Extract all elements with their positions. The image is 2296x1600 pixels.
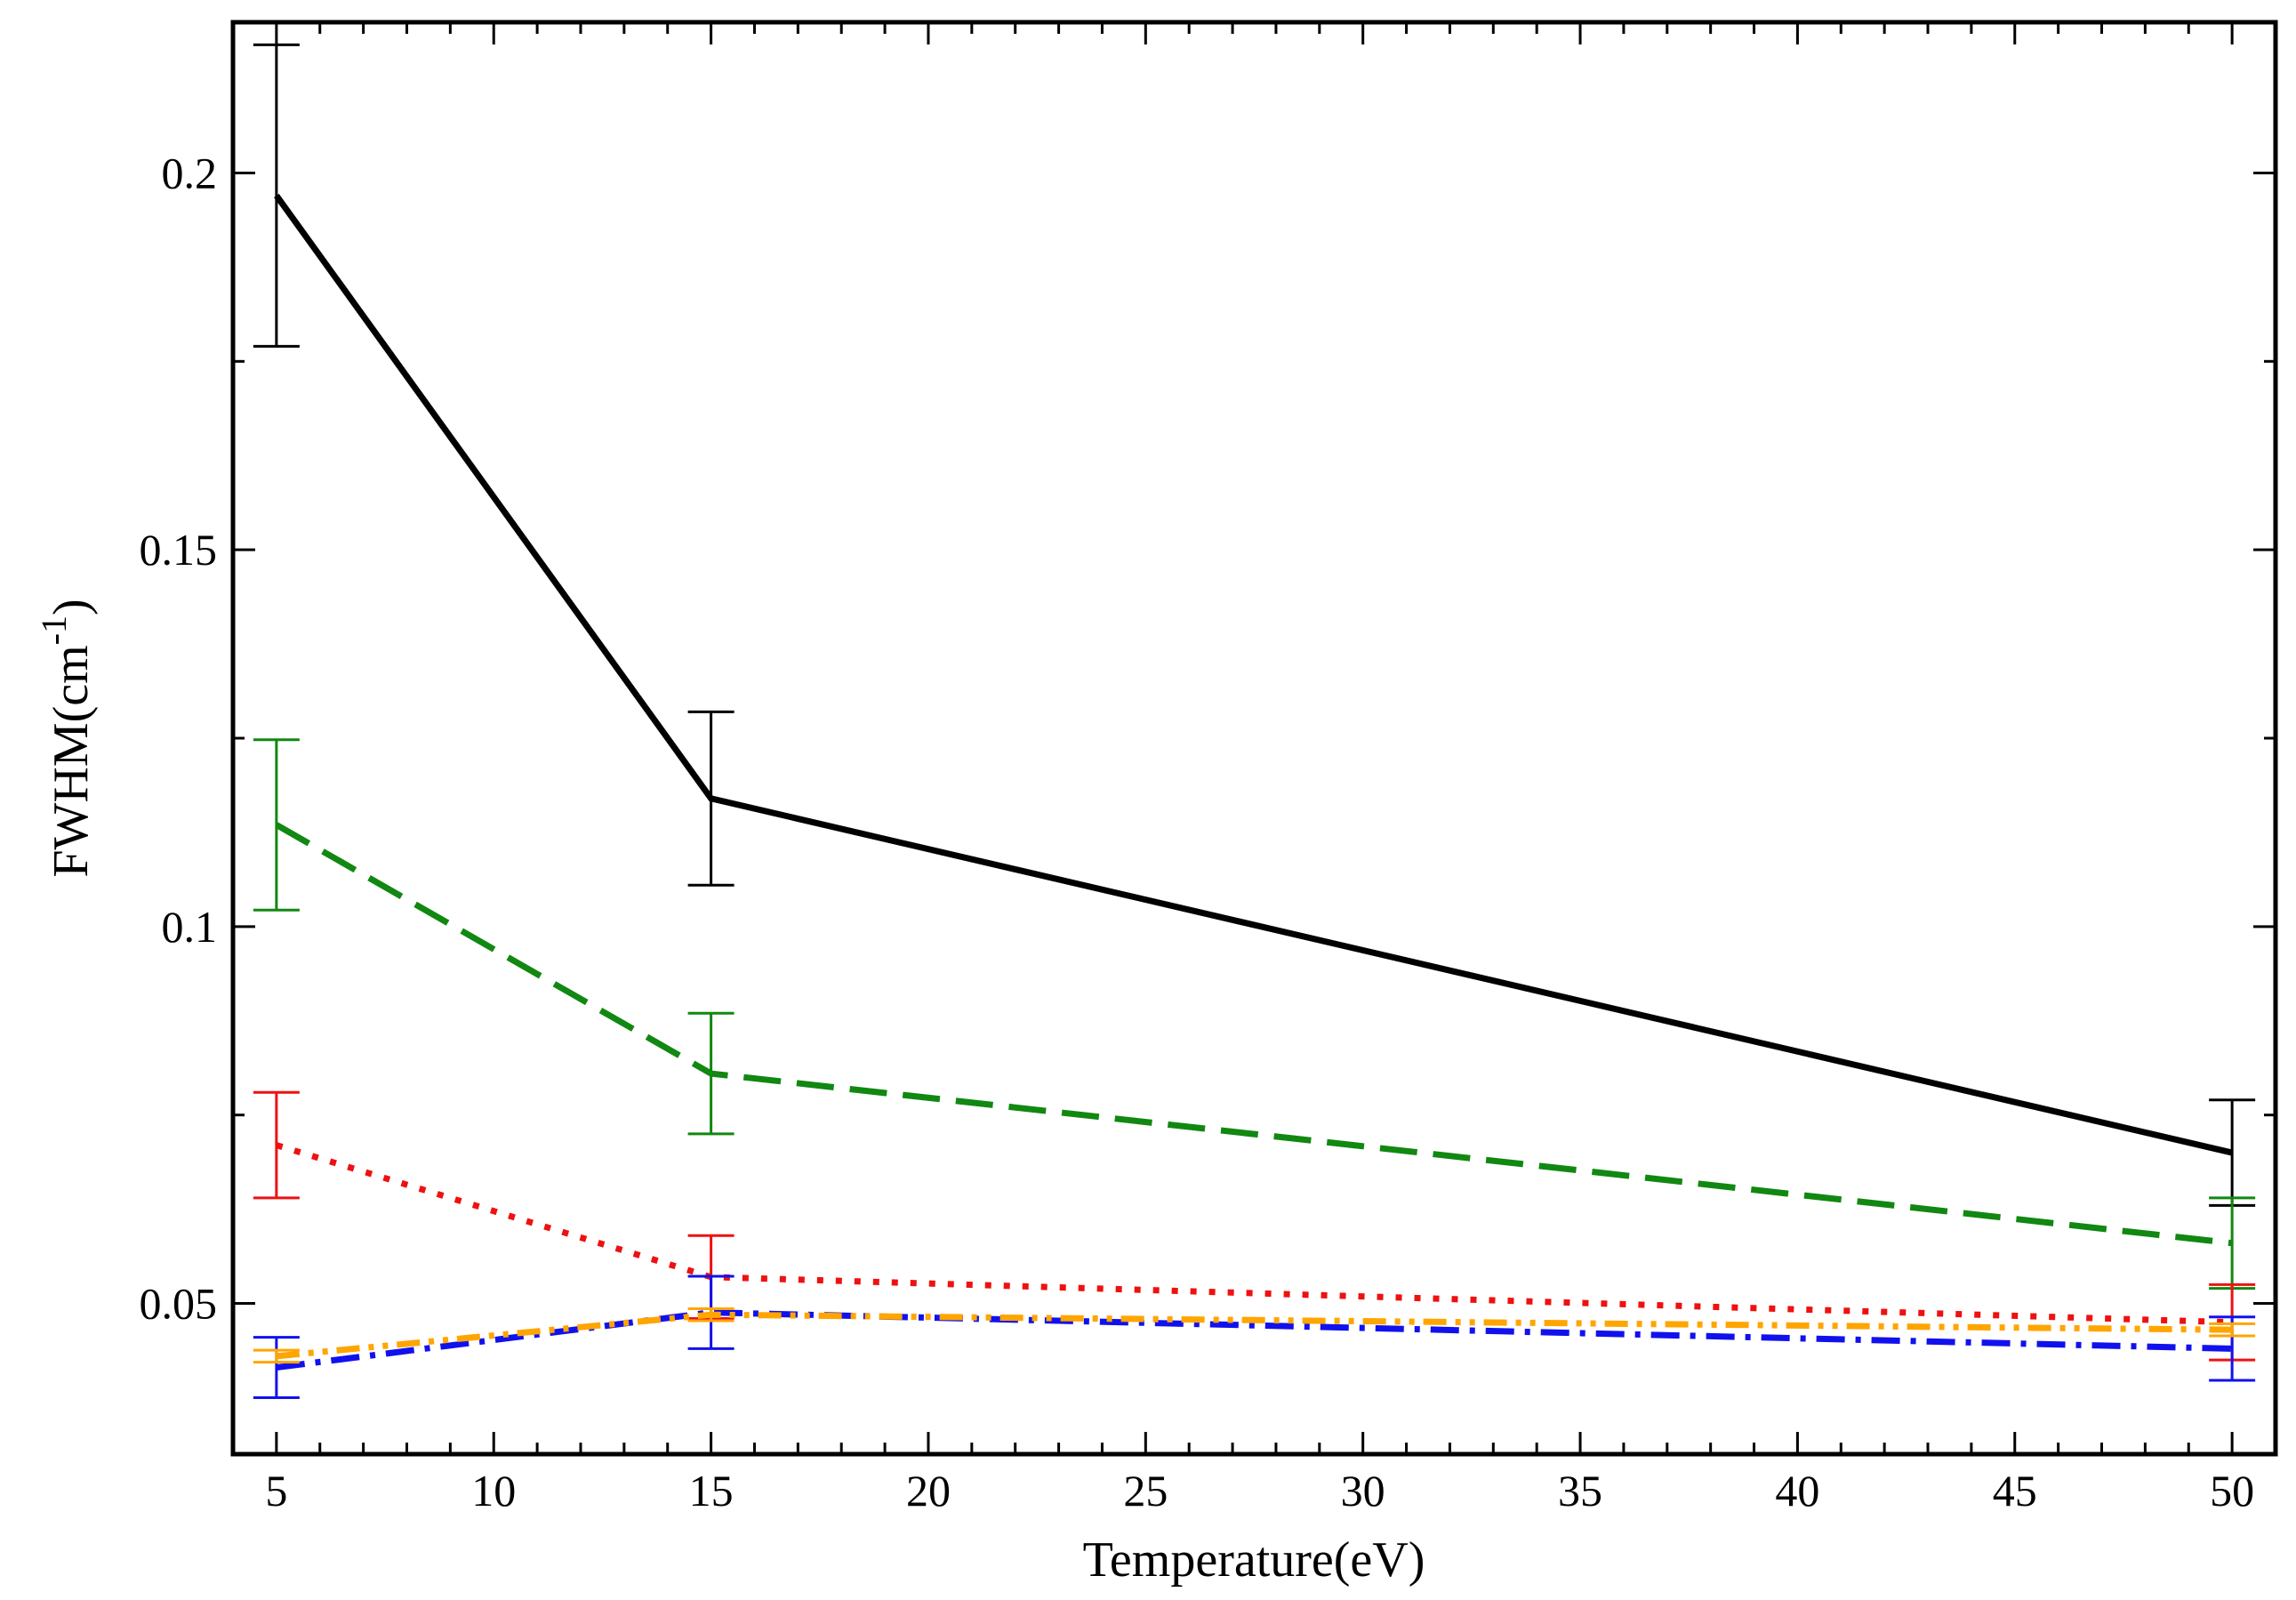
x-axis-label: Temperature(eV): [1083, 1532, 1425, 1588]
x-tick-label: 20: [906, 1466, 951, 1516]
series-line: [274, 193, 2233, 1156]
x-tick-label: 25: [1123, 1466, 1168, 1516]
y-tick-label: 0.2: [162, 148, 218, 197]
y-tick-label: 0.05: [140, 1279, 218, 1329]
series-5: [253, 1307, 2256, 1364]
x-tick-label: 35: [1558, 1466, 1602, 1516]
y-tick-label: 0.1: [162, 902, 218, 952]
x-tick-label: 10: [471, 1466, 516, 1516]
series-2: [253, 738, 2256, 1290]
tick-label-layer: 5 10 15 20 25 30 35 40 45 50 0.05 0.1 0.15 0.2: [140, 148, 2255, 1516]
plot-frame: [230, 20, 2278, 1457]
x-tick-label: 15: [689, 1466, 734, 1516]
y-tick-label: 0.15: [140, 525, 218, 575]
x-tick-label: 40: [1775, 1466, 1819, 1516]
series-layer: [253, 43, 2256, 1399]
series-line: [275, 822, 2233, 1247]
x-tick-label: 5: [265, 1466, 287, 1516]
x-tick-label: 50: [2210, 1466, 2254, 1516]
series-1: [253, 43, 2256, 1207]
series-line: [275, 1142, 2233, 1326]
y-axis-label: FWHM(cm-1): [34, 599, 99, 877]
y-axis-label-sup: -1: [34, 615, 74, 645]
x-tick-label: 45: [1993, 1466, 2037, 1516]
y-axis-label-main: FWHM(cm: [44, 645, 99, 877]
tick-layer: [231, 22, 2277, 1454]
series-line: [276, 1309, 2233, 1371]
series-line: [276, 1311, 2233, 1360]
x-tick-label: 30: [1341, 1466, 1385, 1516]
series-4: [253, 1274, 2256, 1399]
y-axis-label-close: ): [44, 599, 99, 615]
